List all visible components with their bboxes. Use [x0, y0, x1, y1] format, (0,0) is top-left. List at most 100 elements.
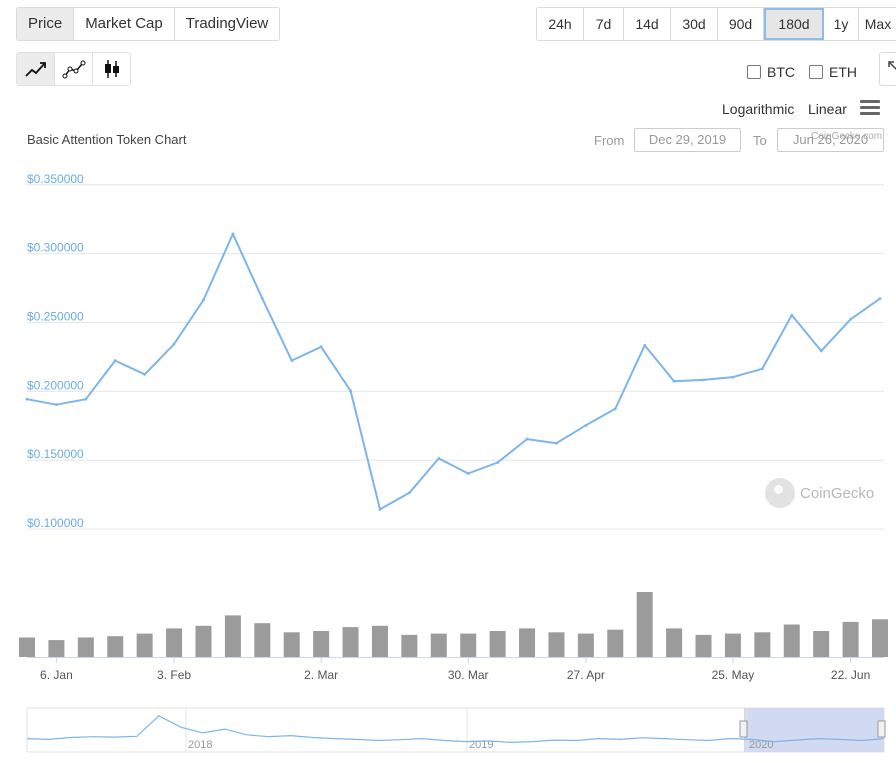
- range-max-button[interactable]: Max: [859, 8, 896, 40]
- navigator-selection[interactable]: [744, 708, 884, 752]
- price-point: [790, 313, 794, 317]
- volume-bar: [460, 633, 477, 657]
- x-tick-label: 25. May: [712, 668, 755, 682]
- volume-bar: [783, 624, 800, 657]
- volume-bar: [283, 632, 300, 657]
- price-point: [202, 298, 205, 302]
- price-point: [555, 441, 558, 445]
- volume-bar: [107, 636, 124, 657]
- line-chart-icon: [24, 62, 46, 77]
- price-point: [378, 507, 382, 511]
- volume-bar: [577, 633, 594, 657]
- y-tick-label: $0.300000: [27, 241, 84, 255]
- y-tick-label: $0.250000: [27, 310, 84, 324]
- price-point: [702, 378, 705, 382]
- navigator-year-label: 2019: [469, 739, 493, 751]
- range-90d-button[interactable]: 90d: [718, 8, 764, 40]
- range-14d-button[interactable]: 14d: [624, 8, 671, 40]
- price-point: [731, 375, 735, 379]
- candlestick-chart-button[interactable]: [93, 53, 130, 85]
- price-point: [584, 423, 588, 427]
- volume-bar: [872, 619, 888, 657]
- time-range-selector: 24h 7d 14d 30d 90d 180d 1y Max: [536, 7, 896, 41]
- chart-credit: CoinGecko.com: [811, 131, 883, 142]
- price-point: [260, 297, 264, 301]
- price-point: [496, 461, 500, 464]
- volume-bar: [254, 623, 271, 657]
- price-point: [525, 437, 529, 441]
- price-point: [143, 372, 147, 376]
- range-30d-button[interactable]: 30d: [671, 8, 718, 40]
- price-point: [819, 349, 823, 353]
- price-point: [672, 379, 676, 383]
- chart-title: Basic Attention Token Chart: [27, 132, 187, 147]
- volume-bar: [371, 625, 388, 657]
- price-point: [760, 367, 764, 371]
- volume-bar: [430, 633, 447, 657]
- navigator-year-label: 2018: [188, 739, 212, 751]
- compare-btc-checkbox[interactable]: BTC: [747, 64, 795, 80]
- volume-bar: [195, 625, 212, 657]
- navigator-series-line: [26, 715, 885, 744]
- volume-bar: [607, 629, 624, 657]
- price-line: [26, 232, 881, 511]
- expand-icon: [888, 61, 896, 71]
- volume-bar: [489, 631, 506, 657]
- range-24h-button[interactable]: 24h: [537, 8, 584, 40]
- tab-price[interactable]: Price: [17, 8, 75, 40]
- price-point: [643, 344, 647, 347]
- linear-scale-button[interactable]: Linear: [808, 101, 847, 117]
- y-tick-label: $0.200000: [27, 378, 84, 392]
- to-date-input[interactable]: Jun 26, 2020: [777, 128, 884, 152]
- coingecko-logo-icon: [765, 478, 795, 508]
- navigator-right-handle[interactable]: [877, 720, 886, 738]
- chart-menu-icon[interactable]: [860, 100, 880, 116]
- line-chart-button[interactable]: [17, 53, 55, 85]
- price-point: [437, 456, 441, 460]
- logarithmic-scale-button[interactable]: Logarithmic: [722, 101, 795, 117]
- x-tick-label: 22. Jun: [831, 668, 870, 682]
- navigator-left-handle[interactable]: [739, 720, 748, 738]
- price-point: [849, 317, 852, 321]
- range-1y-button[interactable]: 1y: [824, 8, 859, 40]
- candlestick-chart-icon: [104, 60, 119, 78]
- tab-market-cap[interactable]: Market Cap: [74, 8, 175, 40]
- volume-bar: [519, 628, 536, 657]
- volume-bar: [19, 637, 35, 657]
- y-tick-label: $0.350000: [27, 172, 84, 186]
- price-point: [349, 389, 352, 393]
- volume-bar: [695, 634, 712, 657]
- price-point: [290, 359, 294, 362]
- range-7d-button[interactable]: 7d: [584, 8, 624, 40]
- x-tick-label: 27. Apr: [567, 668, 605, 682]
- x-tick-label: 6. Jan: [40, 668, 73, 682]
- y-tick-label: $0.100000: [27, 516, 84, 530]
- to-label: To: [753, 133, 767, 148]
- compare-btc-label: BTC: [767, 64, 795, 80]
- point-line-chart-button[interactable]: [55, 53, 93, 85]
- tab-tradingview[interactable]: TradingView: [174, 8, 280, 40]
- price-point: [84, 397, 88, 401]
- range-180d-button[interactable]: 180d: [764, 8, 824, 40]
- compare-eth-checkbox[interactable]: ETH: [809, 64, 857, 80]
- price-point: [113, 359, 117, 362]
- chart-view-tabs: Price Market Cap TradingView: [16, 7, 281, 41]
- volume-bar: [548, 632, 565, 657]
- volume-bar: [136, 633, 153, 657]
- navigator-year-label: 2020: [749, 739, 773, 751]
- volume-bar: [77, 637, 94, 657]
- volume-bar: [401, 634, 418, 657]
- volume-bar: [754, 632, 771, 657]
- coingecko-watermark: CoinGecko: [765, 478, 874, 508]
- volume-bar: [224, 615, 241, 657]
- price-point: [407, 491, 411, 495]
- price-point: [231, 232, 235, 236]
- fullscreen-button[interactable]: [879, 52, 896, 86]
- price-point: [466, 472, 470, 475]
- from-date-input[interactable]: Dec 29, 2019: [634, 128, 741, 152]
- volume-bar: [813, 631, 830, 657]
- x-tick-label: 2. Mar: [304, 668, 338, 682]
- volume-bar: [842, 621, 859, 657]
- price-point: [319, 345, 323, 349]
